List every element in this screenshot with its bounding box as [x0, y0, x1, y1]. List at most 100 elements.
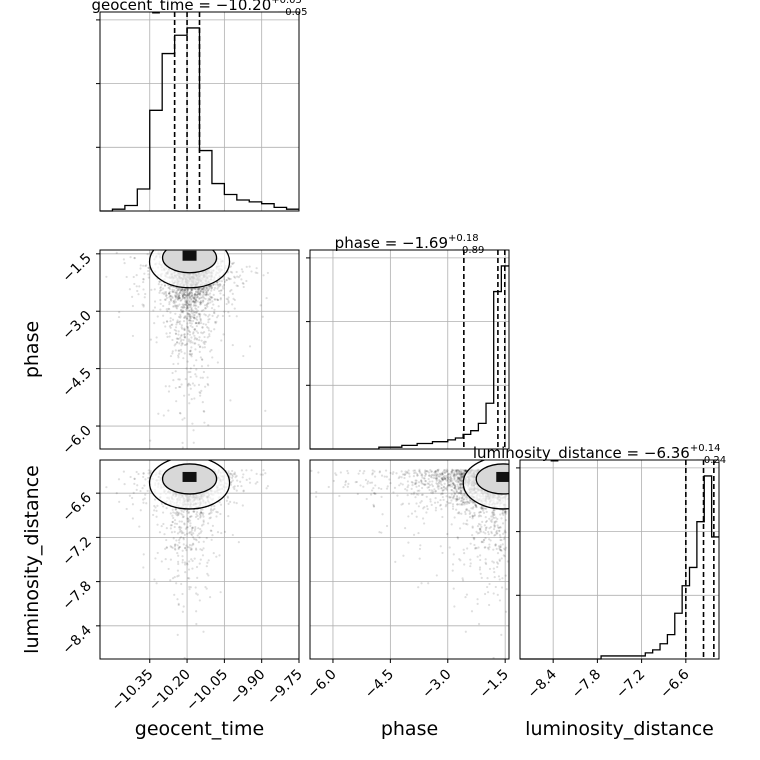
sample-point [196, 293, 199, 297]
sample-point [204, 307, 207, 310]
sample-point [189, 319, 193, 323]
sample-point [208, 313, 211, 316]
sample-point [256, 271, 259, 275]
sample-point [184, 298, 187, 301]
sample-point [210, 330, 213, 333]
sample-point [147, 273, 150, 276]
sample-point [178, 291, 182, 294]
sample-point [175, 329, 178, 332]
sample-point [186, 290, 189, 293]
sample-point [177, 562, 180, 566]
sample-point [181, 311, 185, 314]
sample-point [182, 304, 185, 308]
sample-point [180, 509, 183, 513]
sample-point [192, 300, 195, 303]
sample-point [208, 335, 211, 338]
sample-point [184, 527, 187, 530]
sample-point [242, 354, 245, 358]
sample-point [165, 546, 168, 549]
sample-point [164, 292, 168, 295]
sample-point [204, 323, 208, 326]
sample-point [181, 294, 184, 297]
sample-point [194, 287, 197, 290]
sample-point [187, 383, 190, 386]
sample-point [176, 304, 179, 307]
sample-point [179, 336, 182, 339]
sample-point [189, 524, 192, 528]
sample-point [234, 469, 236, 471]
sample-point [168, 335, 171, 338]
sample-point [199, 303, 202, 306]
sample-point [194, 292, 197, 295]
sample-point [175, 337, 179, 340]
sample-point [264, 409, 267, 412]
sample-point [240, 268, 244, 271]
sample-point [188, 292, 191, 295]
sample-point [177, 288, 180, 291]
sample-point [227, 301, 230, 304]
sample-point [193, 342, 196, 345]
sample-point [190, 355, 193, 358]
sample-point [204, 297, 207, 301]
sample-point [166, 310, 169, 313]
sample-point [242, 490, 245, 493]
sample-point [216, 287, 219, 290]
sample-point [189, 317, 192, 320]
sample-point [185, 526, 188, 529]
sample-point [203, 293, 206, 296]
sample-point [183, 352, 186, 355]
sample-point [202, 295, 205, 299]
sample-point [146, 489, 149, 493]
sample-point [177, 603, 180, 607]
sample-point [186, 517, 189, 520]
sample-point [203, 342, 206, 346]
sample-point [220, 339, 223, 342]
histogram-geocent_time [100, 27, 299, 212]
sample-point [266, 271, 270, 275]
sample-point [171, 520, 174, 524]
sample-point [229, 399, 232, 402]
sample-point [183, 327, 186, 330]
sample-point [142, 264, 145, 267]
sample-point [205, 287, 208, 290]
sample-point [232, 261, 235, 264]
sample-point [190, 306, 193, 309]
sample-point [185, 301, 189, 304]
sample-point [196, 289, 200, 292]
sample-point [175, 291, 179, 295]
density-peak [182, 250, 197, 261]
sample-point [181, 288, 184, 291]
sample-point [216, 283, 219, 286]
sample-point [153, 306, 157, 309]
sample-point [266, 485, 270, 488]
sample-point [182, 288, 185, 292]
sample-point [178, 297, 181, 300]
sample-point [161, 287, 165, 290]
sample-point [199, 356, 202, 359]
sample-point [181, 309, 184, 312]
sample-point [197, 287, 200, 290]
sample-point [196, 295, 199, 298]
sample-point [207, 302, 210, 305]
sample-point [237, 541, 240, 544]
sample-point [159, 289, 162, 292]
sample-point [229, 500, 232, 503]
sample-point [164, 298, 167, 301]
sample-point [171, 352, 174, 355]
sample-point [193, 338, 196, 341]
sample-point [180, 292, 183, 295]
sample-point [190, 294, 193, 297]
sample-point [190, 307, 193, 311]
sample-point [194, 342, 197, 345]
sample-point [197, 343, 200, 346]
sample-point [169, 294, 172, 298]
sample-point [198, 345, 201, 349]
sample-point [209, 516, 212, 519]
sample-point [171, 577, 175, 580]
sample-point [186, 294, 189, 297]
sample-point [193, 287, 196, 291]
sample-point [180, 530, 183, 533]
sample-point [186, 384, 190, 387]
sample-point [187, 520, 190, 523]
sample-point [206, 305, 209, 308]
